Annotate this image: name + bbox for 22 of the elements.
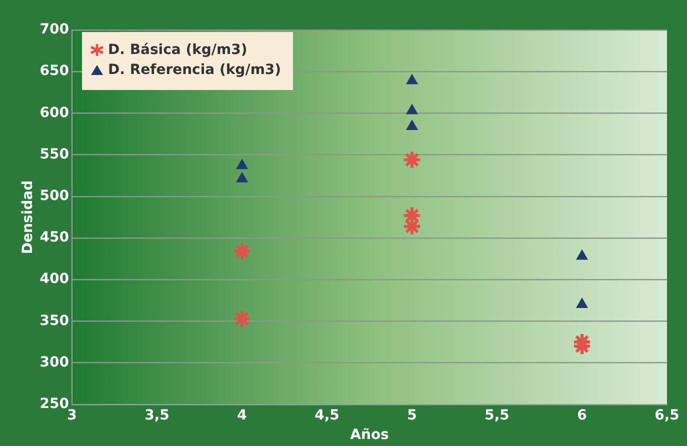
x-tick-label: 5 — [407, 407, 417, 424]
legend-label: D. Básica (kg/m3) — [108, 42, 248, 58]
y-tick-label: 450 — [40, 230, 70, 246]
y-axis-title: Densidad — [20, 180, 36, 254]
x-tick-label: 6,5 — [654, 407, 680, 424]
x-axis-title: Años — [350, 427, 389, 444]
y-tick-label: 600 — [40, 104, 70, 121]
y-tick-label: 650 — [40, 63, 70, 80]
legend-label: D. Referencia (kg/m3) — [108, 62, 282, 78]
x-tick-label: 3,5 — [144, 407, 170, 424]
x-tick-label: 5,5 — [484, 407, 510, 424]
y-tick-label: 350 — [40, 312, 70, 329]
x-tick-label: 3 — [67, 407, 77, 424]
y-tick-label: 700 — [40, 22, 70, 38]
y-tick-label: 300 — [40, 354, 70, 370]
x-tick-label: 4 — [237, 407, 248, 424]
x-tick-label: 4,5 — [314, 407, 340, 424]
y-tick-label: 550 — [40, 146, 70, 162]
y-tick-label: 250 — [40, 396, 70, 412]
y-tick-label: 400 — [40, 271, 70, 288]
x-tick-label: 6 — [577, 407, 587, 424]
y-tick-label: 500 — [40, 188, 70, 204]
